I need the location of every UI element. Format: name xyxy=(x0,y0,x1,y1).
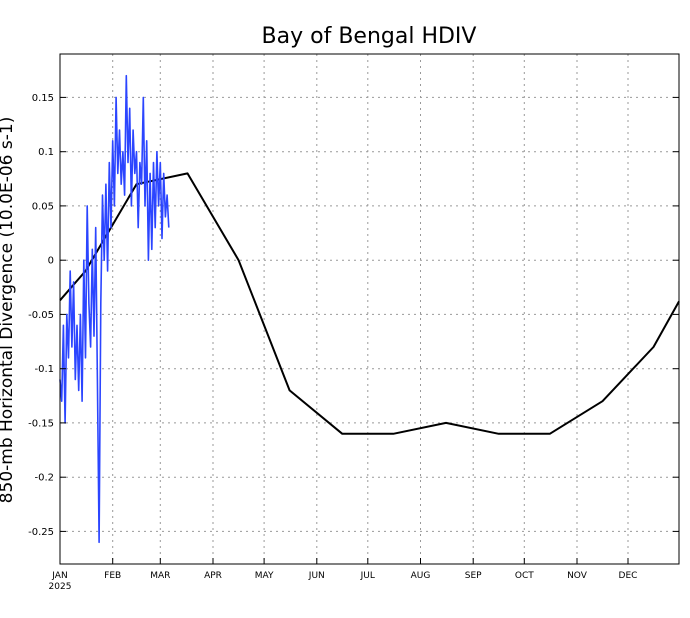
plot-frame xyxy=(59,53,680,565)
y-tick-label: -0.25 xyxy=(28,527,54,538)
x-tick-label: OCT xyxy=(515,571,534,581)
y-tick-label: -0.15 xyxy=(28,418,54,429)
y-tick-label: -0.05 xyxy=(28,310,54,321)
y-axis-label: 850-mb Horizontal Divergence (10.0E-06 s… xyxy=(0,117,17,504)
observed-line xyxy=(59,74,170,544)
x-axis-year-label: 2025 xyxy=(49,582,72,592)
y-tick-label: -0.2 xyxy=(34,473,54,484)
series-layer xyxy=(59,74,680,544)
x-tick-label: JUN xyxy=(308,571,325,581)
x-tick-label: JAN xyxy=(51,571,67,581)
y-tick-label: 0.15 xyxy=(32,93,54,104)
y-tick-label: 0.1 xyxy=(38,147,54,158)
x-tick-label: JUL xyxy=(360,571,375,581)
x-tick-label: MAY xyxy=(255,571,274,581)
y-tick-label: 0.05 xyxy=(32,201,54,212)
chart-title: Bay of Bengal HDIV xyxy=(262,24,477,49)
grid xyxy=(60,54,679,564)
x-tick-label: FEB xyxy=(104,571,121,581)
x-tick-label: NOV xyxy=(567,571,588,581)
x-tick-label: SEP xyxy=(465,571,482,581)
x-tick-label: MAR xyxy=(150,571,170,581)
y-tick-label: -0.1 xyxy=(34,364,54,375)
x-tick-label: AUG xyxy=(411,571,431,581)
x-tick-label: DEC xyxy=(619,571,638,581)
axes: 0.15 0.1 0.05 0 -0.05 -0.1 -0.15 -0.2 -0.25 JAN FE… xyxy=(28,93,679,581)
y-tick-label: 0 xyxy=(48,256,54,267)
x-tick-label: APR xyxy=(204,571,222,581)
